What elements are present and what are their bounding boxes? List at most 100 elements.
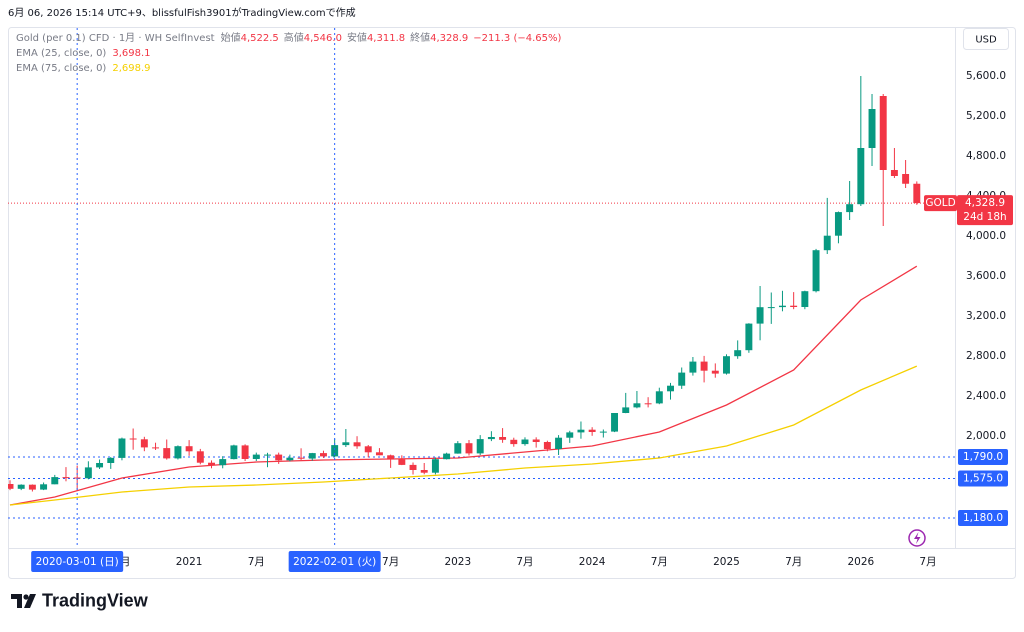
- candle-body: [599, 431, 607, 433]
- candle-body: [129, 438, 137, 440]
- candle-body: [185, 446, 193, 452]
- horizontal-line-label-box: [958, 449, 1008, 465]
- candle-body: [902, 174, 910, 184]
- candle-body: [521, 439, 529, 445]
- y-tick-label: 5,600.0: [966, 70, 1006, 82]
- legend-indicator-name: EMA (25, close, 0): [16, 48, 106, 59]
- candle-body: [163, 448, 171, 459]
- candle-body: [219, 459, 227, 466]
- x-tick-label: 2021: [176, 556, 203, 568]
- y-tick-label: 2,800.0: [966, 350, 1006, 362]
- candle-body: [331, 445, 339, 457]
- legend-row: Gold (per 0.1) CFD · 1月 · WH SelfInvest 始…: [16, 31, 562, 44]
- crosshair-label-box: [31, 551, 124, 572]
- candle-body: [846, 204, 854, 213]
- legend-row: EMA (25, close, 0) 3,698.1: [16, 48, 151, 59]
- candle-body: [778, 305, 786, 308]
- candle-body: [364, 446, 372, 453]
- legend-field-label: 高値: [284, 31, 304, 44]
- candle-body: [689, 361, 697, 373]
- axes: 2,000.0 2,400.0 2,800.0 3,200.0 3,600.0 4,000…: [31, 70, 1013, 572]
- candle-body: [118, 438, 126, 458]
- candle-body: [252, 454, 260, 459]
- horizontal-line-label-box: [958, 470, 1008, 487]
- candle-body: [96, 463, 104, 468]
- crosshair-label: 2022-02-01 (火): [293, 556, 376, 568]
- candle-body: [454, 443, 462, 454]
- symbol-label: GOLD: [925, 197, 955, 209]
- legend-row: EMA (75, close, 0) 2,698.9: [16, 63, 151, 74]
- candle-body: [275, 454, 283, 461]
- candle-body: [913, 183, 921, 204]
- crosshair-label: 2020-03-01 (日): [36, 556, 119, 568]
- candle-body: [152, 447, 160, 449]
- icon-bolt[interactable]: [914, 532, 921, 544]
- candle-body: [196, 451, 204, 463]
- ema-line: [9, 265, 918, 506]
- candle-body: [375, 452, 383, 456]
- candle-body: [409, 464, 417, 470]
- candle-body: [667, 385, 674, 392]
- brand-logo: [11, 594, 36, 608]
- horizontal-line-label: 1,790.0: [963, 451, 1003, 463]
- candle-body: [465, 443, 473, 454]
- candle-body: [790, 305, 798, 307]
- x-tick-label: 7月: [651, 556, 668, 568]
- x-tick-label: 2025: [713, 556, 740, 568]
- candle-body: [879, 96, 887, 170]
- lightning-icon[interactable]: [908, 529, 926, 547]
- candle-body: [308, 453, 316, 459]
- candle-body: [431, 459, 439, 473]
- candle-body: [420, 470, 428, 473]
- candle-body: [40, 484, 48, 490]
- candle-body: [342, 442, 350, 446]
- x-tick-label: 7月: [516, 556, 533, 568]
- ema-line: [9, 365, 918, 506]
- y-tick-label: 5,200.0: [966, 110, 1006, 122]
- brand: TradingView: [42, 590, 149, 610]
- legend: Gold (per 0.1) CFD · 1月 · WH SelfInvest 始…: [16, 31, 562, 74]
- candle-body: [734, 350, 742, 357]
- candle-body: [353, 442, 361, 447]
- price-label-box: [957, 195, 1013, 226]
- candle-body: [476, 439, 484, 454]
- candle-body: [711, 370, 719, 374]
- candle-body: [398, 459, 406, 465]
- logo-mark-left: [11, 594, 22, 608]
- currency-box[interactable]: [963, 28, 1009, 50]
- candle-body: [28, 484, 36, 490]
- candle-body: [51, 477, 59, 485]
- currency[interactable]: USD: [975, 35, 997, 46]
- candle-body: [443, 453, 451, 460]
- y-tick-label: 2,400.0: [966, 390, 1006, 402]
- candle-body: [633, 403, 641, 408]
- legend-indicator-name: EMA (75, close, 0): [16, 63, 106, 74]
- legend-field-label: 安値: [347, 31, 367, 44]
- legend-field-value: 4,522.5: [241, 33, 279, 44]
- x-tick-label: 2024: [579, 556, 606, 568]
- legend-field-label: 始値: [221, 31, 241, 44]
- legend-indicator-value: 3,698.1: [112, 48, 150, 59]
- price-label: 4,328.9: [965, 197, 1005, 209]
- candle-body: [264, 454, 271, 456]
- candle-body: [611, 413, 619, 432]
- candle-body: [555, 437, 563, 449]
- candle-body: [566, 432, 574, 438]
- candle-body: [297, 457, 305, 459]
- legend-field-value: 4,311.8: [367, 33, 405, 44]
- candle-body: [487, 437, 495, 440]
- candle-body: [823, 235, 831, 251]
- y-tick-label: 3,600.0: [966, 270, 1006, 282]
- crosshair-label-box: [288, 551, 381, 572]
- legend-change: −211.3 (−4.65%): [473, 33, 561, 44]
- candle-body: [286, 457, 294, 461]
- candle-body: [644, 403, 652, 405]
- candle-body: [700, 361, 708, 371]
- candle-body: [868, 109, 876, 148]
- icon-circle[interactable]: [908, 529, 926, 547]
- candle-body: [801, 291, 809, 307]
- candle-body: [208, 462, 215, 466]
